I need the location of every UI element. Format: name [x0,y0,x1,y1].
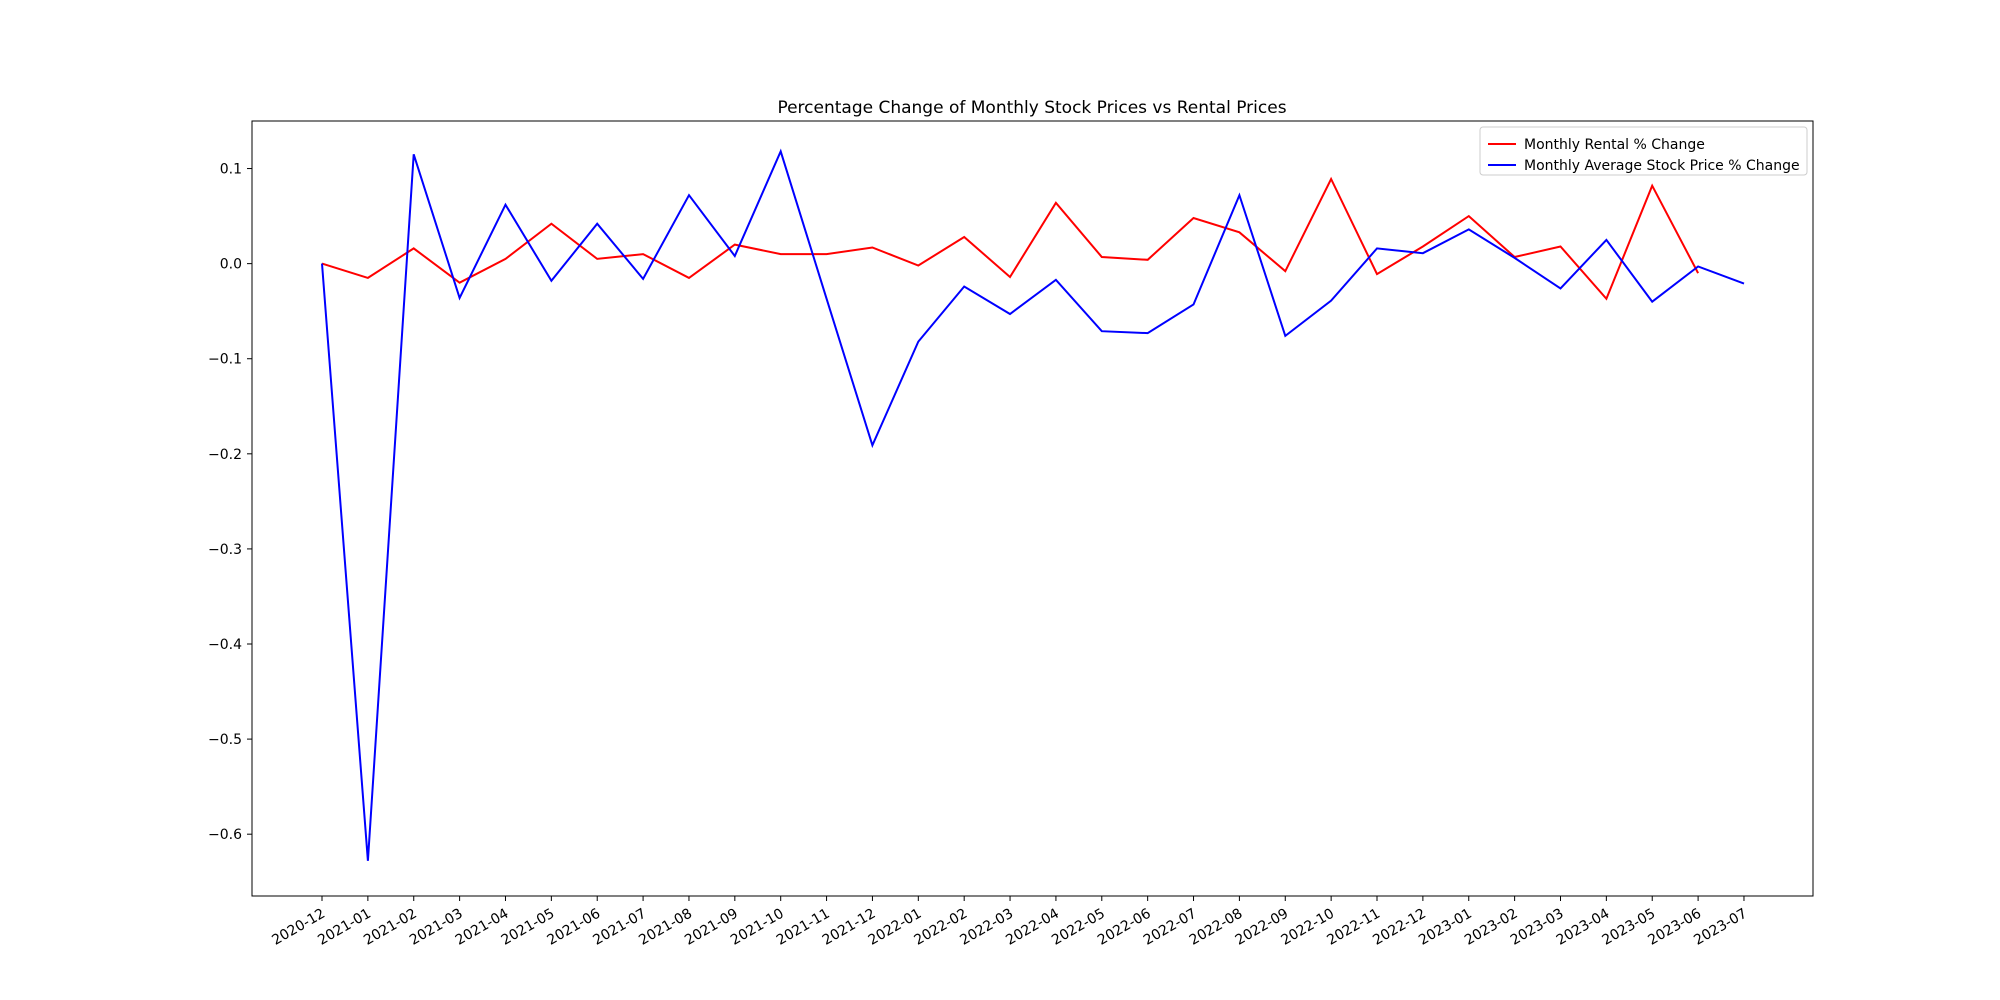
y-tick-label: −0.4 [208,637,242,653]
y-tick-label: −0.2 [208,447,242,463]
legend-label: Monthly Average Stock Price % Change [1524,158,1800,174]
legend-label: Monthly Rental % Change [1524,137,1705,153]
series-line-stock [321,148,1745,861]
series-line-rental [321,176,1699,301]
x-axis: 2020-122021-012021-022021-032021-042021-… [269,896,1750,949]
y-tick-label: −0.6 [208,827,242,843]
legend-box [1479,126,1808,176]
y-tick-label: 0.0 [220,257,242,273]
x-tick-label: 2023-07 [1691,906,1750,949]
legend: Monthly Rental % Change Monthly Average S… [1479,126,1808,176]
y-tick-label: −0.3 [208,542,242,558]
chart-title: Percentage Change of Monthly Stock Price… [777,98,1286,118]
y-axis: 0.1 0.0 −0.1 −0.2 −0.3 −0.4 −0.5 −0.6 [208,162,252,843]
plot-frame [251,120,1814,897]
y-tick-label: −0.5 [208,732,242,748]
y-tick-label: 0.1 [220,162,242,178]
series-lines [321,148,1745,861]
y-tick-label: −0.1 [208,352,242,368]
